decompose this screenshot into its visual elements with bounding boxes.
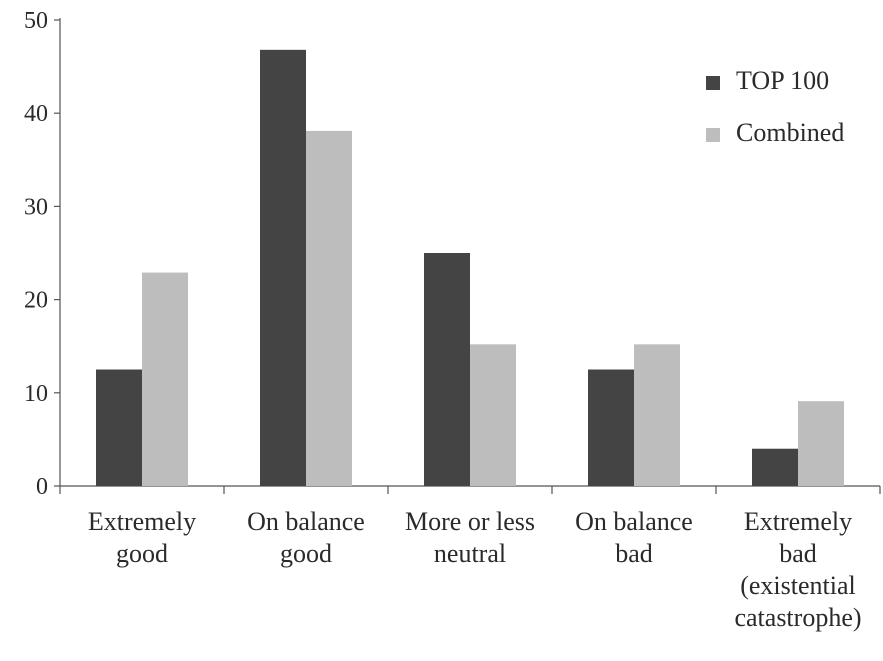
x-tick-label-line: catastrophe) bbox=[734, 603, 861, 632]
bar-combined-5 bbox=[798, 401, 844, 486]
legend-swatch-top-100 bbox=[706, 76, 720, 90]
y-tick-label: 10 bbox=[24, 381, 48, 407]
x-tick-label-line: Extremely bbox=[744, 507, 852, 536]
legend-swatch-combined bbox=[706, 128, 720, 142]
x-tick-label: On balance bad bbox=[575, 507, 693, 568]
legend-label: TOP 100 bbox=[736, 66, 829, 95]
x-tick-label-line: neutral bbox=[434, 539, 506, 568]
x-tick-label: More or less neutral bbox=[405, 507, 535, 568]
x-tick-label-line: bad bbox=[779, 539, 817, 568]
bar-top-100-4 bbox=[588, 369, 634, 486]
x-tick-label-line: Extremely bbox=[88, 507, 196, 536]
x-tick-label: On balance good bbox=[247, 507, 365, 568]
bar-combined-3 bbox=[470, 344, 516, 486]
bar-top-100-5 bbox=[752, 448, 798, 486]
bar-top-100-2 bbox=[260, 49, 306, 486]
y-tick-label: 30 bbox=[24, 194, 48, 220]
bar-combined-4 bbox=[634, 344, 680, 486]
y-tick-label: 20 bbox=[24, 288, 48, 314]
y-tick-label: 40 bbox=[24, 101, 48, 127]
x-tick-label-line: good bbox=[116, 539, 168, 568]
y-tick-label: 50 bbox=[24, 8, 48, 34]
x-tick-label: Extremely bad (existential catastrophe) bbox=[734, 507, 861, 632]
legend-label: Combined bbox=[736, 118, 844, 147]
y-tick-label: 0 bbox=[36, 474, 48, 500]
x-tick-label-line: good bbox=[280, 539, 332, 568]
x-tick-label-line: On balance bbox=[575, 507, 693, 536]
x-tick-label-line: On balance bbox=[247, 507, 365, 536]
bars bbox=[96, 49, 844, 486]
bar-top-100-3 bbox=[424, 253, 470, 486]
axes: 0 10 20 30 40 50 bbox=[24, 8, 881, 500]
x-tick-label-line: More or less bbox=[405, 507, 535, 536]
bar-combined-1 bbox=[142, 272, 188, 486]
legend: TOP 100 Combined bbox=[706, 66, 844, 147]
x-tick-labels: Extremely good On balance good More or less n… bbox=[88, 507, 862, 632]
x-tick-label-line: (existential bbox=[740, 571, 856, 600]
x-tick-label-line: bad bbox=[615, 539, 653, 568]
bar-top-100-1 bbox=[96, 369, 142, 486]
x-tick-label: Extremely good bbox=[88, 507, 196, 568]
bar-combined-2 bbox=[306, 130, 352, 486]
